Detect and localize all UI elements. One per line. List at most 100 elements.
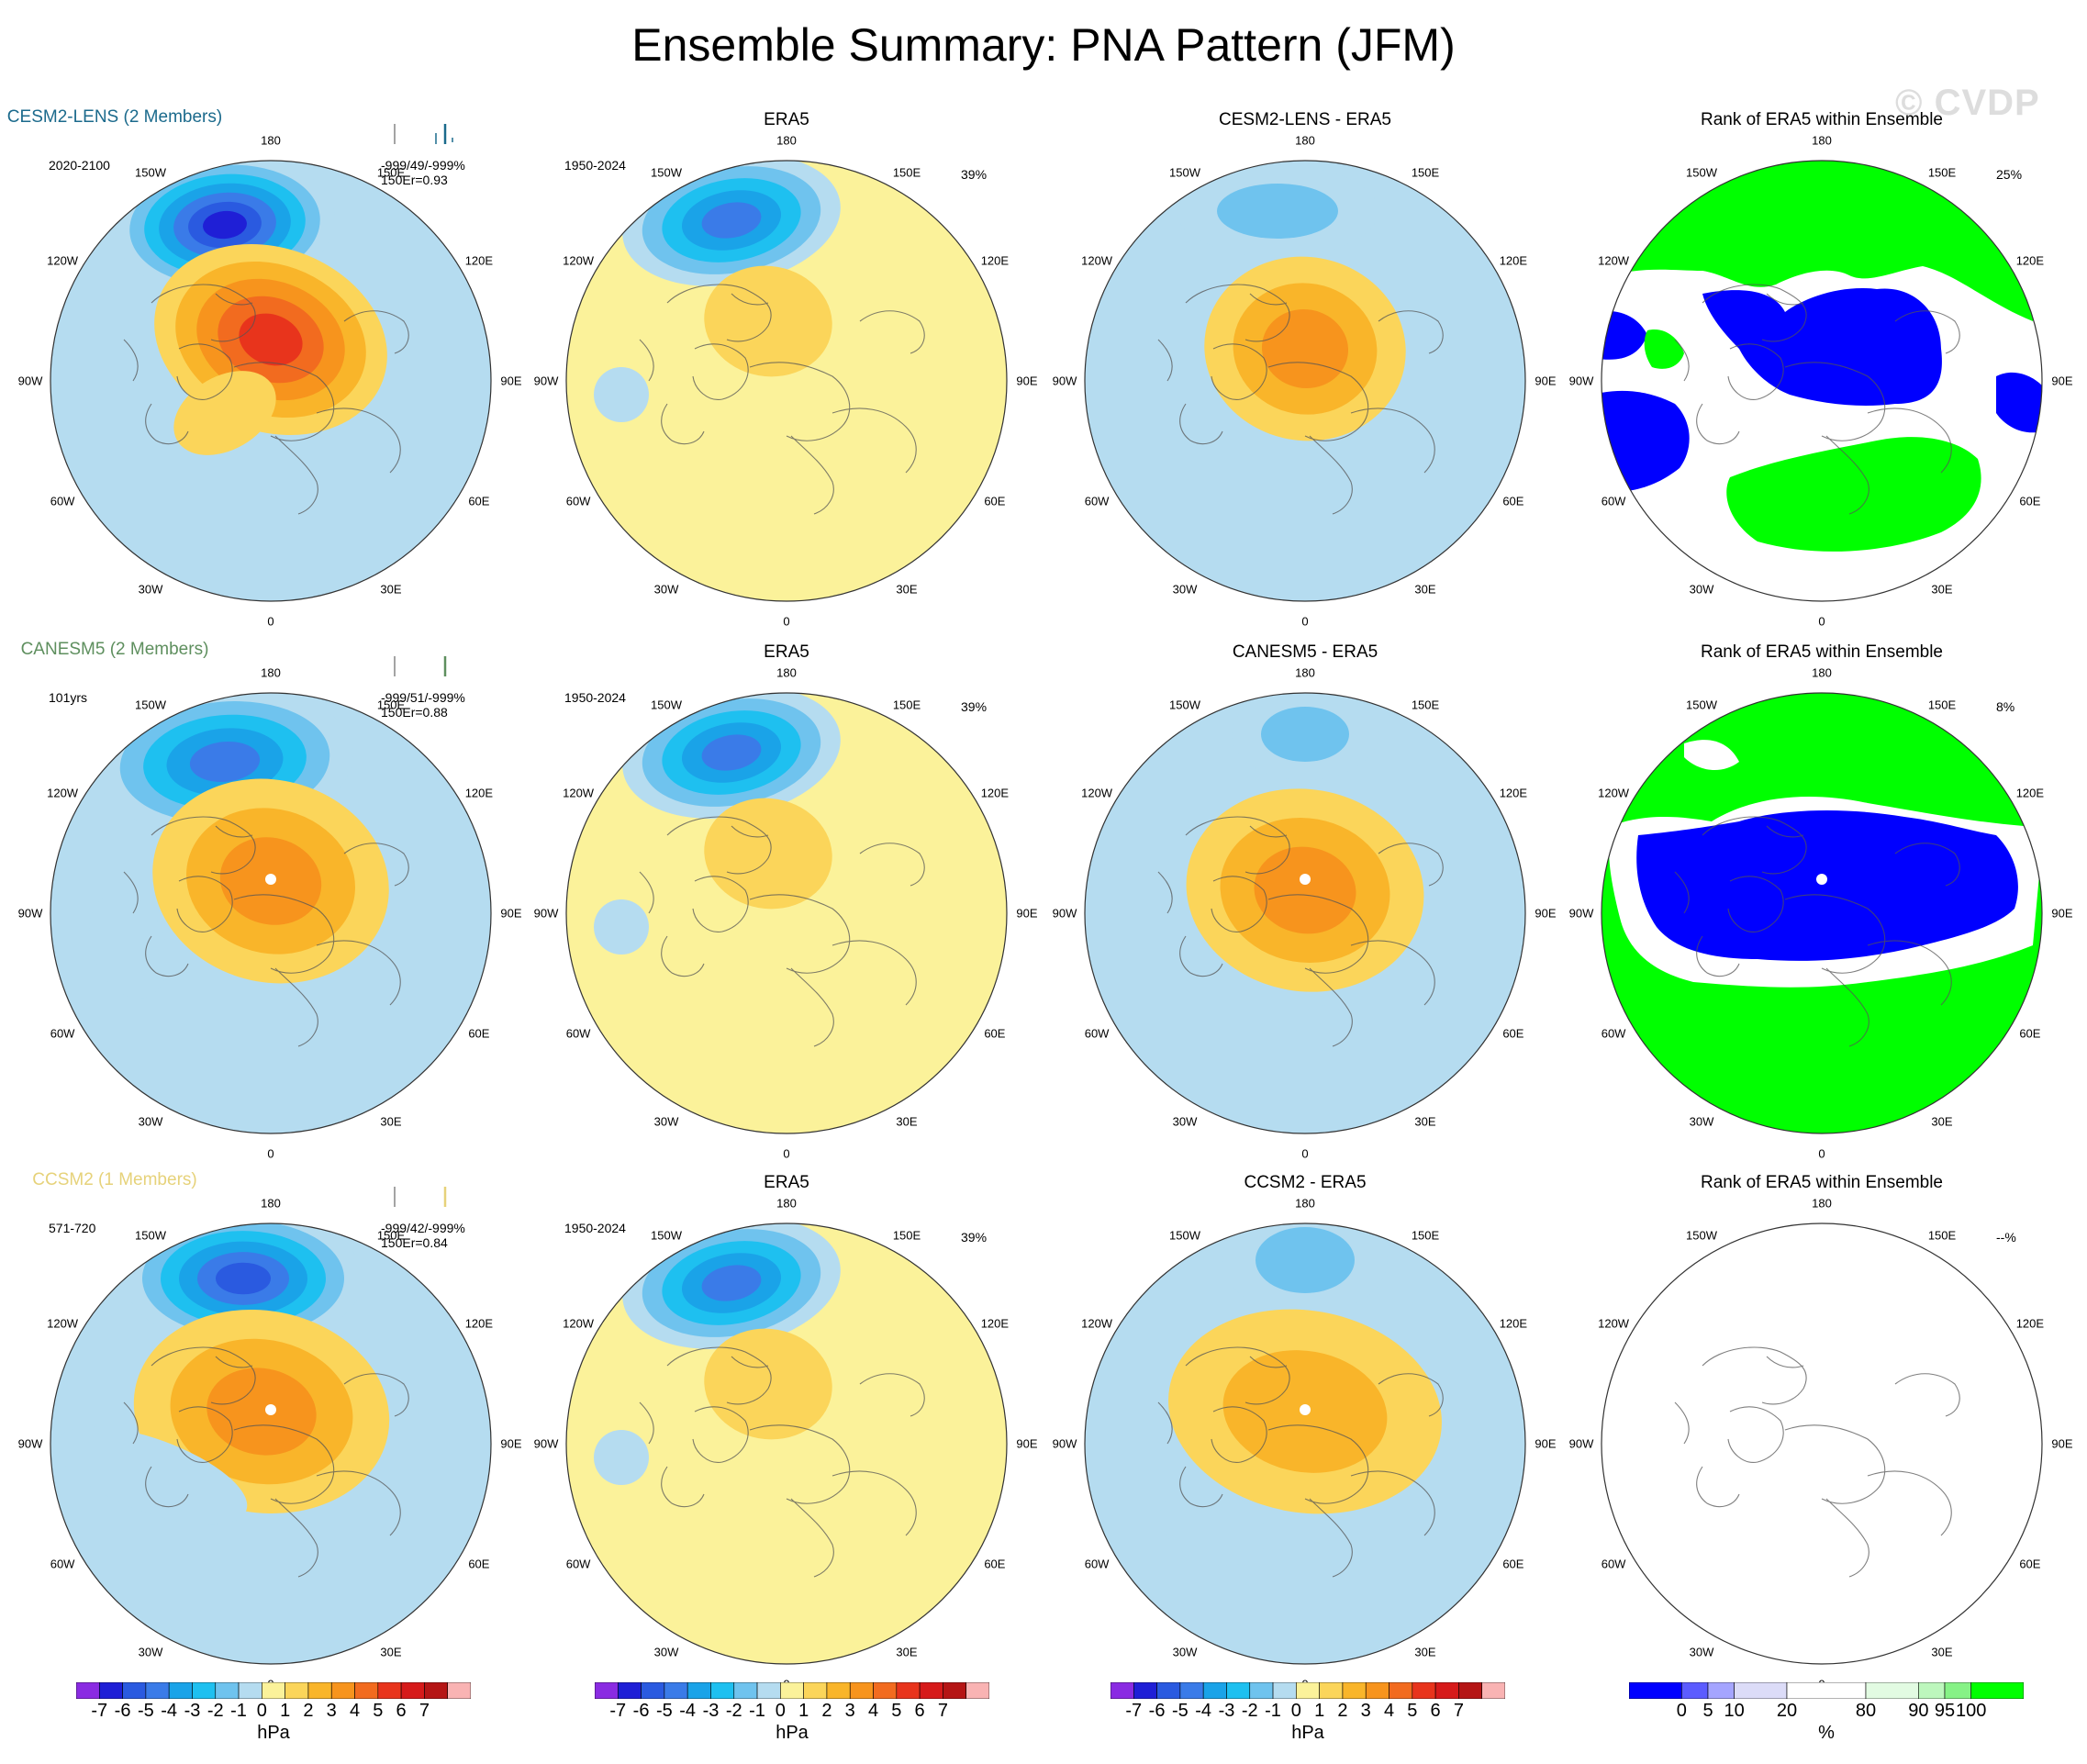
lon-label: 120E [2015,1316,2045,1331]
colorbar-swatch [1628,1681,1682,1700]
colorbar-label: -5 [137,1701,154,1721]
contour-level [89,891,168,999]
polar-map [1084,1223,1526,1665]
pattern-corr-label: 150Er=0.88 [381,705,448,720]
lon-label: 0 [783,1146,790,1161]
lon-label: 120W [47,1316,79,1331]
contour-level [701,202,762,239]
colorbar-label: 0 [1290,1701,1301,1721]
lon-label: 180 [1812,1196,1832,1211]
panel-title: CESM2-LENS (2 Members) [6,107,223,127]
lon-label: 60W [1084,1026,1110,1041]
contour-level [1261,707,1349,762]
lon-label: 60W [1601,1557,1626,1571]
lon-label: 30E [380,1645,402,1659]
lon-label: 150W [1169,698,1200,712]
colorbar-label: -6 [632,1701,650,1721]
lon-label: 60E [468,1557,490,1571]
lon-label: 0 [783,614,790,629]
colorbar-label: 1 [798,1701,809,1721]
colorbar-swatch [122,1681,147,1700]
colorbar-label: -3 [702,1701,720,1721]
lon-label: 30E [380,582,402,597]
lon-label: 150W [1169,1228,1200,1243]
colorbar-swatch [215,1681,240,1700]
lon-label: 60W [1601,1026,1626,1041]
lon-label: 120E [980,786,1010,800]
colorbar-label: 1 [280,1701,291,1721]
lon-label: 180 [1295,1196,1315,1211]
lon-label: 180 [261,133,281,148]
lon-label: 120E [980,1316,1010,1331]
panel-title: Rank of ERA5 within Ensemble [1700,642,1943,662]
map-panel-diff: CANESM5 - ERA5 180 150E 120E 90E 60E 30E 0 30W 60… [1053,642,1557,1161]
lon-label: 150W [135,1228,166,1243]
colorbar-swatch [262,1681,285,1700]
map-panel-obs: ERA51950-202439%180150E120E90E60E30E030W… [534,1173,1038,1691]
colorbar-swatch [75,1681,100,1700]
colorbar-label: -2 [206,1701,224,1721]
lon-label: 60W [565,1557,591,1571]
panel-title: CANESM5 - ERA5 [1232,642,1378,662]
lon-label: 150W [651,165,682,180]
page-title: Ensemble Summary: PNA Pattern (JFM) [631,19,1456,71]
colorbar-label: -4 [679,1701,697,1721]
colorbar-swatches [594,1681,990,1700]
lon-label: 30W [138,1114,163,1129]
lon-label: 150E [1927,165,1957,180]
panel-title: Rank of ERA5 within Ensemble [1700,110,1943,129]
polar-map [565,160,1008,602]
lon-label: 120E [1499,786,1528,800]
contour-level [701,1265,762,1301]
colorbar-swatch [1133,1681,1157,1700]
lon-label: 150W [135,698,166,712]
lon-label: 180 [776,665,797,680]
colorbar-swatch [424,1681,449,1700]
colorbar-label: 80 [1855,1701,1877,1721]
lon-label: 30W [1689,1114,1714,1129]
lon-label: 120W [1598,786,1630,800]
colorbar-label: -1 [1265,1701,1281,1721]
percent-label: 8% [1996,699,2015,714]
contour-level [701,734,762,771]
period-label: 1950-2024 [564,158,626,173]
colorbar-swatches [75,1681,472,1700]
lon-label: 30E [896,1645,918,1659]
colorbar-swatch [1412,1681,1436,1700]
lon-label: 30W [1689,1645,1714,1659]
colorbar-label: -4 [1195,1701,1212,1721]
lon-label: 30W [1172,1645,1198,1659]
lon-label: 120E [464,253,494,268]
contour-level [1254,846,1356,934]
colorbar-swatch [1342,1681,1367,1700]
colorbar-label: 2 [1337,1701,1348,1721]
lon-label: 90W [533,374,559,388]
lon-label: 150E [892,698,921,712]
colorbar-label: 5 [891,1701,902,1721]
map-panel-rank: Rank of ERA5 within Ensemble --% 180 150E 12… [1569,1173,2073,1691]
colorbar-swatch [919,1681,943,1700]
lon-label: 30E [380,1114,402,1129]
lon-label: 150E [892,165,921,180]
colorbar-swatch [849,1681,874,1700]
lon-label: 150W [651,698,682,712]
map-panel-model: CESM2-LENS (2 Members) 2020-2100 -999/49/-… [7,107,522,629]
lon-label: 90E [2051,1436,2073,1451]
contour-level [173,371,276,455]
contour-level [594,899,649,955]
colorbar-swatch [803,1681,828,1700]
lon-label: 150E [376,1228,406,1243]
contour-level [216,1262,271,1295]
lon-label: 90E [1016,374,1038,388]
contour-level [594,1430,649,1485]
lon-label: 60W [565,494,591,508]
lon-label: 120E [2015,253,2045,268]
lon-label: 60E [2019,1557,2041,1571]
stats-label: -999/49/-999% [381,158,465,173]
colorbar-label: 5 [1407,1701,1418,1721]
polar-map [1601,1223,2043,1665]
stats-label: -999/42/-999% [381,1221,465,1235]
map-panel-rank: Rank of ERA5 within Ensemble 25% 180 150E 12… [1569,110,2073,629]
lon-label: 150E [1411,698,1440,712]
